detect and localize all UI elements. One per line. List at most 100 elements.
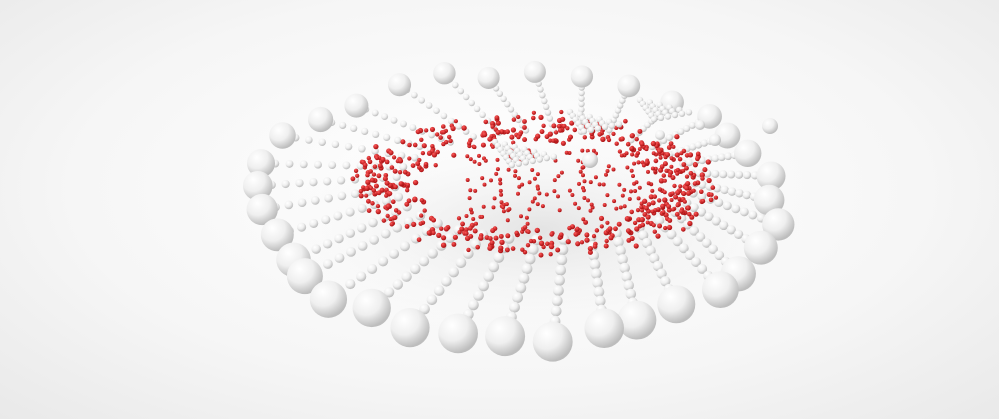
red-dot <box>629 168 634 173</box>
red-dot <box>552 189 557 194</box>
red-dot <box>404 201 410 207</box>
cluster-bead <box>515 160 522 167</box>
chain-bead <box>410 263 421 275</box>
red-dot <box>498 177 503 182</box>
red-dot <box>594 228 600 233</box>
red-dot <box>489 240 495 246</box>
red-dot <box>477 162 482 166</box>
red-dot <box>642 211 648 217</box>
chain-bead <box>537 86 544 93</box>
chain-bead <box>328 161 337 170</box>
chain-bead <box>748 210 758 220</box>
red-dot <box>551 123 557 129</box>
red-dot <box>374 155 380 161</box>
chain-bead <box>358 145 366 153</box>
red-dot <box>679 151 684 156</box>
red-dot <box>667 218 673 223</box>
red-dot <box>468 207 473 212</box>
red-dot <box>584 232 590 238</box>
head-bead <box>523 60 546 83</box>
red-dot <box>418 221 423 226</box>
red-dot <box>669 156 674 161</box>
chain-bead <box>281 179 290 189</box>
red-dot <box>537 191 542 196</box>
red-dot <box>366 198 371 204</box>
red-dot <box>632 181 637 186</box>
red-dot <box>582 196 587 200</box>
red-dot <box>367 159 373 165</box>
red-dot <box>558 232 564 238</box>
red-dot <box>597 132 603 137</box>
red-dot <box>465 154 470 159</box>
red-dot <box>371 172 377 177</box>
red-dot <box>510 246 516 251</box>
red-dot <box>650 140 657 147</box>
chain-bead <box>688 121 696 129</box>
chain-bead <box>322 239 333 249</box>
head-bead <box>477 66 500 89</box>
red-dot <box>708 197 714 203</box>
red-dot <box>524 215 529 220</box>
head-bead <box>532 321 573 362</box>
chain-bead <box>727 170 736 179</box>
red-dot <box>629 133 635 139</box>
red-dot <box>391 155 397 160</box>
chain-bead <box>350 189 360 199</box>
chain-bead <box>726 225 736 235</box>
red-dot <box>480 176 485 181</box>
red-dot <box>565 126 570 131</box>
chain-bead <box>553 285 564 296</box>
red-dot <box>652 194 658 199</box>
red-dot <box>617 149 623 154</box>
head-bead <box>743 230 778 265</box>
red-dot <box>634 137 639 142</box>
red-dot <box>384 159 390 165</box>
chain-bead <box>473 105 481 113</box>
red-dot <box>439 226 444 231</box>
red-dot <box>677 156 683 162</box>
red-dot <box>405 188 410 193</box>
red-dot <box>650 200 656 206</box>
chain-bead <box>399 241 410 252</box>
red-dot <box>516 134 521 140</box>
chain-bead <box>739 207 749 217</box>
chain-bead <box>543 103 550 111</box>
red-dot <box>557 128 563 133</box>
chain-bead <box>356 271 367 282</box>
red-dot <box>626 237 632 243</box>
red-dot <box>693 211 699 217</box>
red-dot <box>700 198 706 204</box>
chain-bead <box>524 253 536 265</box>
chain-bead <box>708 244 718 255</box>
red-dot <box>685 190 692 196</box>
red-dot <box>419 213 424 218</box>
red-dot <box>577 181 581 186</box>
chain-bead <box>735 170 744 179</box>
red-dot <box>624 216 631 222</box>
red-dot <box>605 193 610 198</box>
red-dot <box>710 185 716 190</box>
head-bead <box>438 313 478 354</box>
red-dot <box>677 215 682 220</box>
red-dot <box>504 247 510 253</box>
red-dot <box>514 230 520 236</box>
chain-bead <box>357 240 368 251</box>
red-dot <box>397 158 404 164</box>
red-dot <box>412 179 419 186</box>
red-dot <box>510 127 517 133</box>
chain-bead <box>378 256 389 267</box>
chain-bead <box>419 303 430 315</box>
red-dot <box>487 245 493 251</box>
chain-bead <box>400 120 407 128</box>
chain-bead <box>550 305 562 317</box>
head-bead <box>352 288 391 328</box>
red-dot <box>713 195 719 200</box>
head-bead <box>485 316 526 357</box>
red-dot <box>368 169 373 174</box>
red-dot <box>681 162 687 167</box>
red-dot <box>493 235 499 241</box>
chain-bead <box>722 201 732 211</box>
red-dot <box>459 226 465 232</box>
red-dot <box>706 177 712 184</box>
red-dot <box>606 137 612 143</box>
